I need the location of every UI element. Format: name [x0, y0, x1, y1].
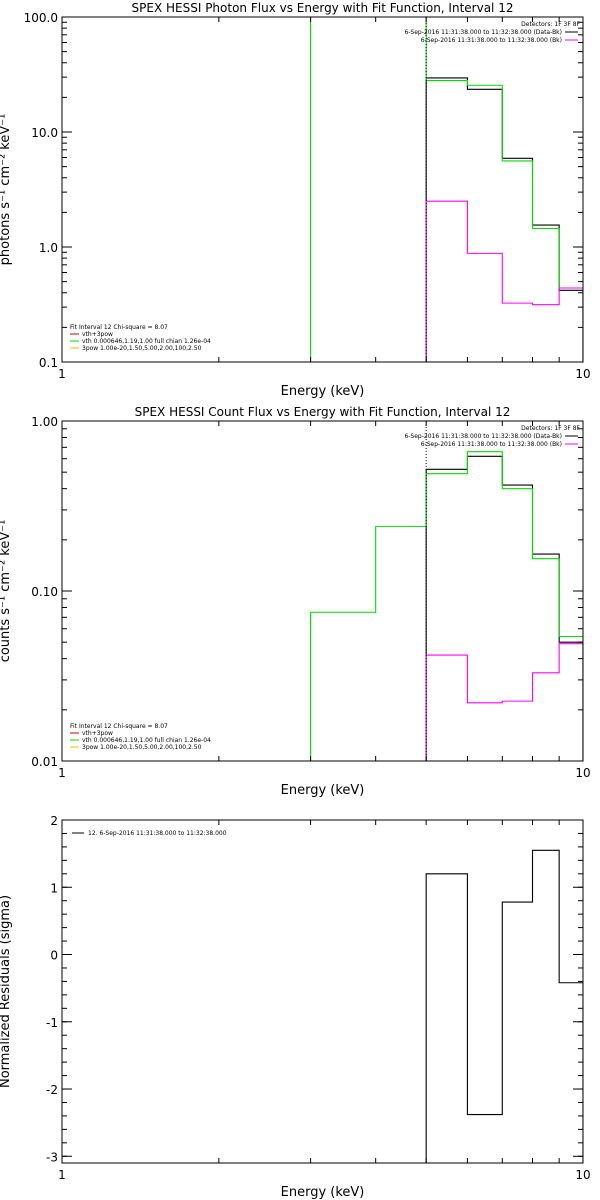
- series-line-bk: [425, 643, 583, 761]
- y-tick-label: 1: [50, 881, 58, 895]
- chart-photon: SPEX HESSI Photon Flux vs Energy with Fi…: [0, 1, 591, 399]
- legend-entry: 6-Sep-2016 11:31:38.000 to 11:32:38.000 …: [421, 37, 562, 44]
- x-tick-label: 10: [575, 1168, 590, 1182]
- legend-top: 12. 6-Sep-2016 11:31:38.000 to 11:32:38.…: [72, 830, 227, 837]
- legend-bottom: Fit Interval 12 Chi-square = 8.07vth+3po…: [70, 324, 211, 352]
- series-line-vth: [310, 17, 583, 362]
- y-tick-label: 1.00: [31, 415, 58, 429]
- legend-bottom: Fit Interval 12 Chi-square = 8.07vth+3po…: [70, 723, 211, 751]
- legend-entry: 6-Sep-2016 11:31:38.000 to 11:32:38.000 …: [404, 433, 562, 440]
- x-axis-label: Energy (keV): [281, 1185, 365, 1200]
- y-tick-label: 0.01: [31, 755, 58, 769]
- x-tick-label: 10: [575, 766, 590, 780]
- x-tick-label: 1: [58, 367, 66, 381]
- x-axis-label: Energy (keV): [281, 384, 365, 399]
- y-tick-label: 2: [50, 814, 58, 828]
- x-tick-label: 1: [58, 1168, 66, 1182]
- legend-header: Detectors: 1F 3F 8F: [521, 21, 580, 28]
- chart-count: SPEX HESSI Count Flux vs Energy with Fit…: [0, 405, 591, 798]
- plot-frame: [61, 420, 584, 762]
- legend-entry: 3pow 1.00e-20,1.50,5.00,2.00,100,2.50: [82, 345, 202, 352]
- y-tick-label: -3: [46, 1150, 58, 1164]
- chart-resid: 1 10 Energy (keV) -3 -2 -1 0 1 2 Normalized Resid…: [0, 814, 591, 1200]
- y-tick-label: 0.1: [39, 356, 58, 370]
- y-tick-label: -2: [46, 1083, 58, 1097]
- x-tick-label: 10: [575, 367, 590, 381]
- legend-entry: 3pow 1.00e-20,1.50,5.00,2.00,100,2.50: [82, 744, 202, 751]
- series-line-data: [425, 77, 583, 362]
- series-group: [425, 849, 583, 1163]
- legend-entry: vth 0.000646,1.19,1.00 full chian 1.26e-…: [82, 737, 211, 744]
- y-axis-label: photons s⁻¹ cm⁻² keV⁻¹: [0, 114, 13, 266]
- x-tick-label: 1: [58, 766, 66, 780]
- legend-top: Detectors: 1F 3F 8F6-Sep-2016 11:31:38.0…: [404, 21, 580, 44]
- legend-entry: vth+3pow: [82, 331, 113, 338]
- y-axis-label: counts s⁻¹ cm⁻² keV⁻¹: [0, 520, 13, 663]
- legend-entry: 12. 6-Sep-2016 11:31:38.000 to 11:32:38.…: [88, 830, 227, 837]
- series-line-resid: [425, 849, 583, 1163]
- series-group: [310, 17, 583, 362]
- legend-header: Fit Interval 12 Chi-square = 8.07: [70, 324, 168, 331]
- y-tick-label: 0.10: [31, 585, 58, 599]
- legend-entry: vth+3pow: [82, 730, 113, 737]
- legend-entry: vth 0.000646,1.19,1.00 full chian 1.26e-…: [82, 338, 211, 345]
- plot-frame: [61, 16, 584, 363]
- x-axis-label: Energy (keV): [281, 783, 365, 798]
- legend-entry: 6-Sep-2016 11:31:38.000 to 11:32:38.000 …: [404, 29, 562, 36]
- series-line-bk: [425, 200, 583, 362]
- legend-header: Detectors: 1F 3F 8F: [521, 425, 580, 432]
- legend-entry: 6-Sep-2016 11:31:38.000 to 11:32:38.000 …: [421, 441, 562, 448]
- chart-title: SPEX HESSI Photon Flux vs Energy with Fi…: [132, 1, 514, 15]
- y-axis-label: Normalized Residuals (sigma): [0, 895, 13, 1088]
- y-tick-label: -1: [46, 1016, 58, 1030]
- y-tick-label: 100.0: [24, 11, 58, 25]
- series-group: [310, 451, 583, 761]
- y-tick-label: 1.0: [39, 241, 58, 255]
- series-line-vth: [310, 451, 583, 761]
- y-tick-label: 10.0: [31, 126, 58, 140]
- y-tick-label: 0: [50, 949, 58, 963]
- chart-title: SPEX HESSI Count Flux vs Energy with Fit…: [135, 405, 511, 419]
- legend-top: Detectors: 1F 3F 8F6-Sep-2016 11:31:38.0…: [404, 425, 580, 448]
- plot-frame: [61, 819, 584, 1164]
- legend-header: Fit Interval 12 Chi-square = 8.07: [70, 723, 168, 730]
- series-line-data: [425, 455, 583, 761]
